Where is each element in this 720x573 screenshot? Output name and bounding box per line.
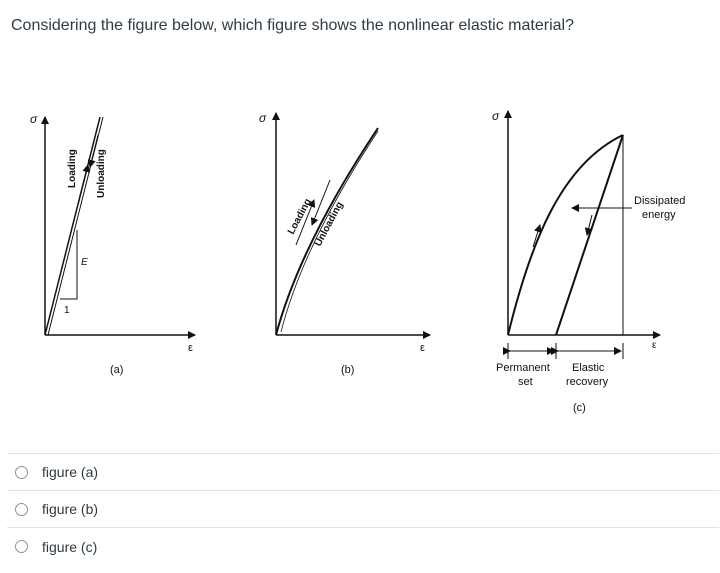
panel-c-caption: (c) <box>573 402 586 414</box>
answer-label-b[interactable]: figure (b) <box>42 501 99 517</box>
answer-option-a[interactable]: figure (a) <box>7 453 719 490</box>
panel-b-loading-arrow <box>295 199 316 246</box>
answer-label-c[interactable]: figure (c) <box>42 538 98 555</box>
panel-c-dissipated-label-2: energy <box>642 209 676 221</box>
panel-c-elastic-label-1: Elastic <box>572 362 605 374</box>
panel-b-unloading-arrow <box>310 179 331 226</box>
question-text: Considering the figure below, which figu… <box>11 17 574 34</box>
panel-c-loading-arrow <box>532 224 542 248</box>
answer-radio-c[interactable] <box>15 540 28 553</box>
panel-c: σ ε Dissipated energy Permanent set Elas… <box>492 109 685 414</box>
panel-a-slope-unit: 1 <box>64 305 70 316</box>
answer-label-a[interactable]: figure (a) <box>42 464 99 480</box>
answer-radio-a[interactable] <box>15 465 28 479</box>
panel-c-y-axis-label: σ <box>492 109 500 123</box>
panel-a: σ ε E 1 Loading Unloading (a) <box>30 112 196 376</box>
panel-a-modulus-label: E <box>81 257 88 268</box>
answer-radio-b[interactable] <box>15 502 28 516</box>
panel-a-caption: (a) <box>110 364 123 376</box>
panel-a-x-axis-label: ε <box>188 342 193 354</box>
panel-a-loading-arrow <box>77 164 91 206</box>
panel-b-x-axis-label: ε <box>420 342 425 354</box>
panel-b-y-axis-label: σ <box>259 111 267 125</box>
panel-c-permanent-label-2: set <box>518 376 533 388</box>
answer-option-c[interactable]: figure (c) <box>7 527 719 565</box>
panel-a-loading-label: Loading <box>67 149 78 188</box>
panel-c-loading-curve <box>507 134 624 336</box>
panel-c-unloading-arrow <box>584 214 593 236</box>
panel-a-loading-line <box>44 116 101 336</box>
panel-c-permanent-label-1: Permanent <box>496 362 550 374</box>
panel-a-slope-triangle <box>60 230 78 300</box>
panel-b-caption: (b) <box>341 364 354 376</box>
answer-list: figure (a) figure (b) figure (c) <box>7 453 719 565</box>
panel-a-unloading-arrow <box>87 134 99 168</box>
panel-c-dissipated-label-1: Dissipated <box>634 195 685 207</box>
panel-b-curve-inner <box>280 130 379 333</box>
panel-b: σ ε Loading Unloading (b) <box>259 111 431 376</box>
panel-c-x-axis-label: ε <box>652 340 657 351</box>
panel-c-unloading-line <box>555 134 624 336</box>
stress-strain-figure: σ ε E 1 Loading Unloading (a) σ ε Loadin… <box>30 109 685 414</box>
panel-a-unloading-label: Unloading <box>96 149 107 198</box>
panel-b-loading-label: Loading <box>286 197 314 237</box>
answer-option-b[interactable]: figure (b) <box>7 490 719 527</box>
panel-a-y-axis-label: σ <box>30 112 38 126</box>
panel-c-elastic-label-2: recovery <box>566 376 609 388</box>
panel-b-curve <box>275 127 379 336</box>
